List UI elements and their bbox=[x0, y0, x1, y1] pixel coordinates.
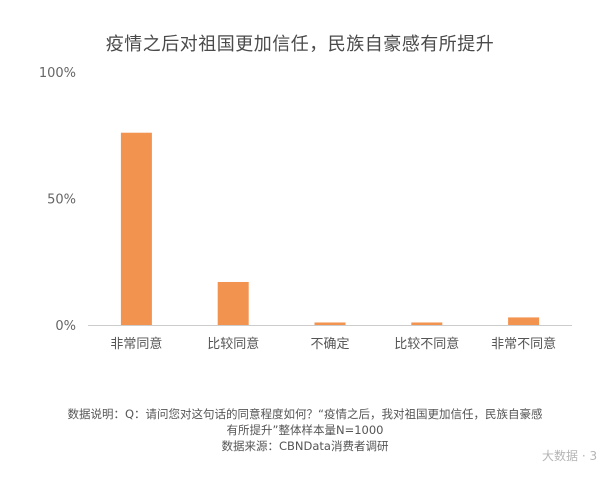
chart-title: 疫情之后对祖国更加信任，民族自豪感有所提升 bbox=[105, 34, 495, 55]
x-category-label: 比较不同意 bbox=[394, 336, 459, 352]
data-note-line-1: 数据说明：Q：请问您对这句话的同意程度如何？“疫情之后，我对祖国更加信任，民族自… bbox=[67, 407, 543, 421]
x-category-label: 比较同意 bbox=[207, 336, 259, 352]
bar bbox=[120, 132, 152, 325]
data-source-line: 数据来源：CBNData消费者调研 bbox=[221, 439, 389, 453]
bar-chart: 0% 50% 100% 非常同意 比较同意 不确定 比较不同意 非常不同意 bbox=[39, 66, 572, 352]
y-tick-label: 100% bbox=[39, 66, 76, 81]
x-category-label: 非常不同意 bbox=[491, 336, 556, 352]
y-tick-label: 0% bbox=[55, 319, 76, 334]
x-category-label: 不确定 bbox=[310, 337, 349, 352]
y-tick-label: 50% bbox=[47, 193, 76, 208]
bar bbox=[508, 317, 540, 325]
bar bbox=[411, 322, 443, 325]
bar bbox=[217, 281, 249, 325]
x-category-label: 非常同意 bbox=[110, 336, 162, 352]
watermark-text: 大数据 · 3 bbox=[542, 449, 598, 463]
bar bbox=[314, 322, 346, 325]
data-note-line-2: 有所提升”整体样本量N=1000 bbox=[226, 423, 384, 437]
data-note: 数据说明：Q：请问您对这句话的同意程度如何？“疫情之后，我对祖国更加信任，民族自… bbox=[40, 406, 570, 454]
